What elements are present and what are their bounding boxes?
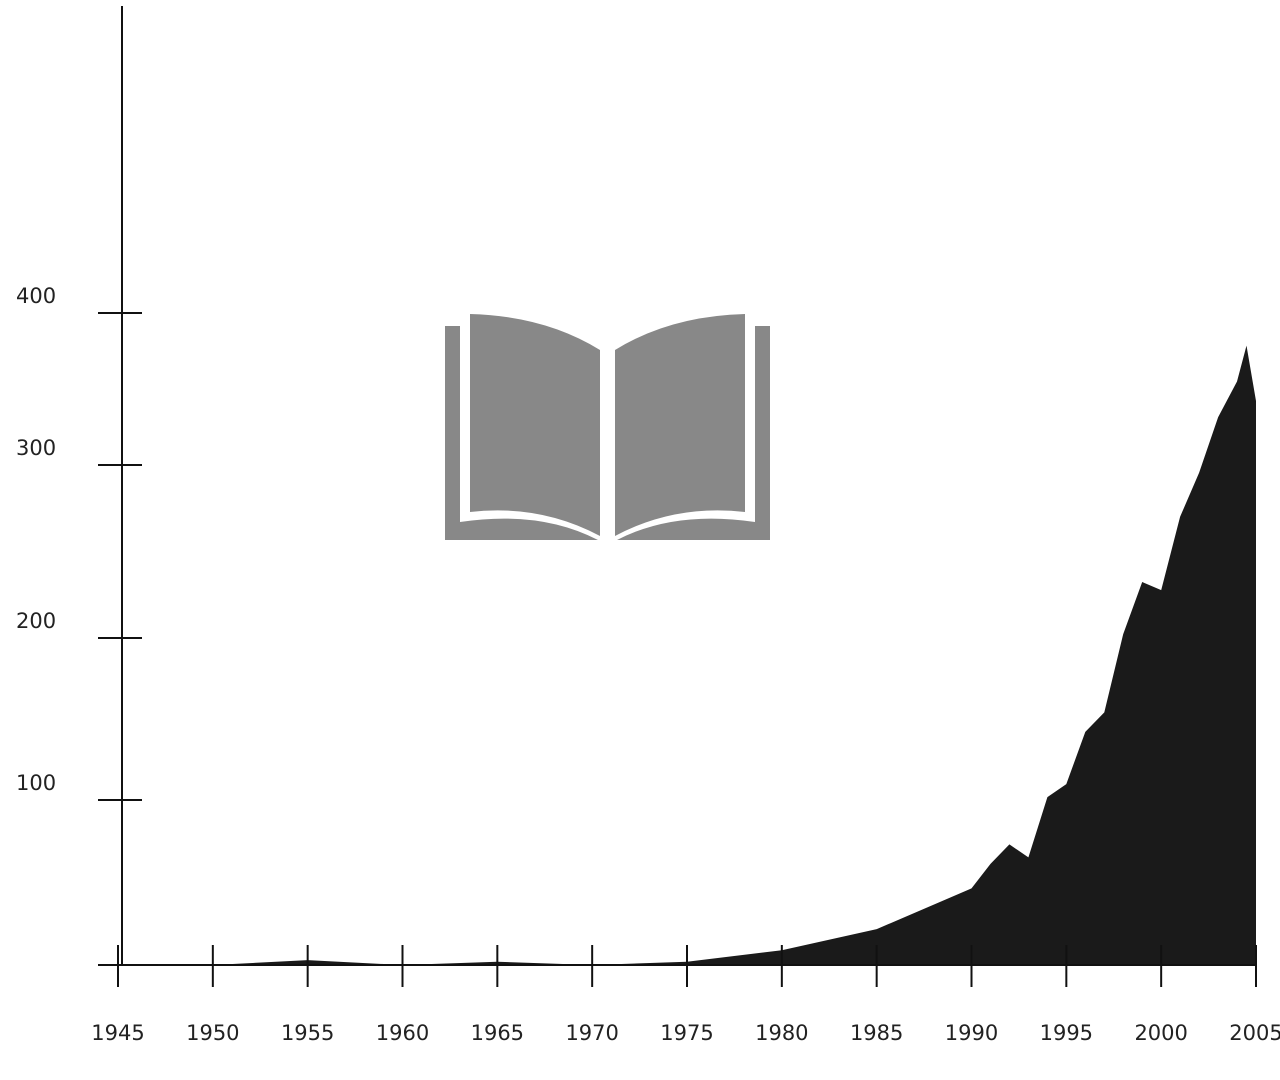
x-tick-label: 1990 [945, 1021, 998, 1045]
open-book-icon [445, 314, 770, 540]
y-tick-label: 100 [16, 771, 56, 795]
y-tick-label: 200 [16, 609, 56, 633]
x-tick-label: 1995 [1040, 1021, 1093, 1045]
x-tick-label: 1965 [471, 1021, 524, 1045]
x-axis-ticks: 1945 1950 1955 1960 1965 1970 1975 1980 1985 1990… [91, 945, 1280, 1045]
x-tick-label: 1985 [850, 1021, 903, 1045]
axes [98, 6, 1256, 966]
x-tick-label: 1970 [565, 1021, 618, 1045]
area-layer [118, 345, 1256, 966]
x-tick-label: 2000 [1134, 1021, 1187, 1045]
area-series-0 [118, 345, 1256, 966]
x-tick-label: 1960 [376, 1021, 429, 1045]
x-tick-label: 1950 [186, 1021, 239, 1045]
x-tick-label: 2005 [1229, 1021, 1280, 1045]
y-tick-label: 400 [16, 284, 56, 308]
y-axis-ticks: 100 200 300 400 [16, 284, 142, 801]
x-tick-label: 1975 [660, 1021, 713, 1045]
x-tick-label: 1980 [755, 1021, 808, 1045]
y-tick-label: 300 [16, 436, 56, 460]
x-tick-label: 1955 [281, 1021, 334, 1045]
x-tick-label: 1945 [91, 1021, 144, 1045]
